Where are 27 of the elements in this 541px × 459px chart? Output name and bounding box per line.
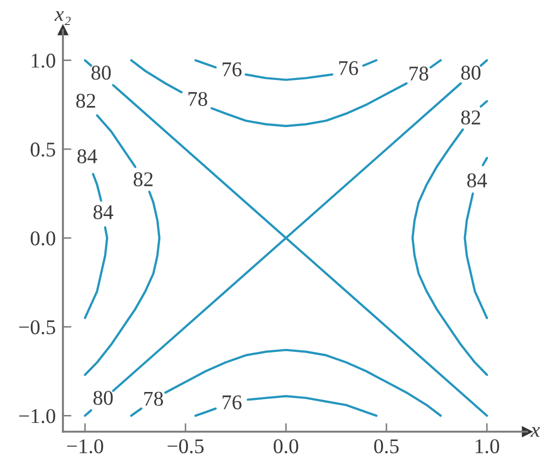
series-label: 76 <box>222 395 242 410</box>
x-tick-label: 0.5 <box>374 439 399 454</box>
y-tick-label: −1.0 <box>19 409 56 424</box>
annotation: 82 <box>76 94 96 108</box>
y-axis-title: x₂ <box>54 11 71 26</box>
y-tick-label: 0.5 <box>30 142 56 157</box>
annotation: 84 <box>77 149 98 164</box>
series-label: 80 <box>93 390 113 405</box>
series-label: 76 <box>222 62 242 76</box>
text: 78 <box>188 92 208 106</box>
x-axis-title: x <box>530 427 540 437</box>
y-tick-label: 1.0 <box>32 54 56 68</box>
x-tick-label: −1.0 <box>67 439 104 454</box>
text: 80 <box>461 66 480 80</box>
series-label: 84 <box>93 205 114 220</box>
y-tick-label: −0.5 <box>19 320 56 334</box>
text: 76 <box>339 61 358 76</box>
x-tick-label: −0.5 <box>168 439 204 454</box>
series-label: 78 <box>410 66 428 81</box>
series-label: 84 <box>467 173 487 188</box>
series-label: 78 <box>144 392 163 406</box>
series-label: 82 <box>461 110 480 125</box>
series-label: 82 <box>134 172 153 186</box>
x-tick-label: 0.0 <box>274 439 298 454</box>
y-tick-label: 0.0 <box>30 231 56 246</box>
x-tick-label: 1.0 <box>476 439 500 454</box>
series-label: 80 <box>91 66 111 80</box>
